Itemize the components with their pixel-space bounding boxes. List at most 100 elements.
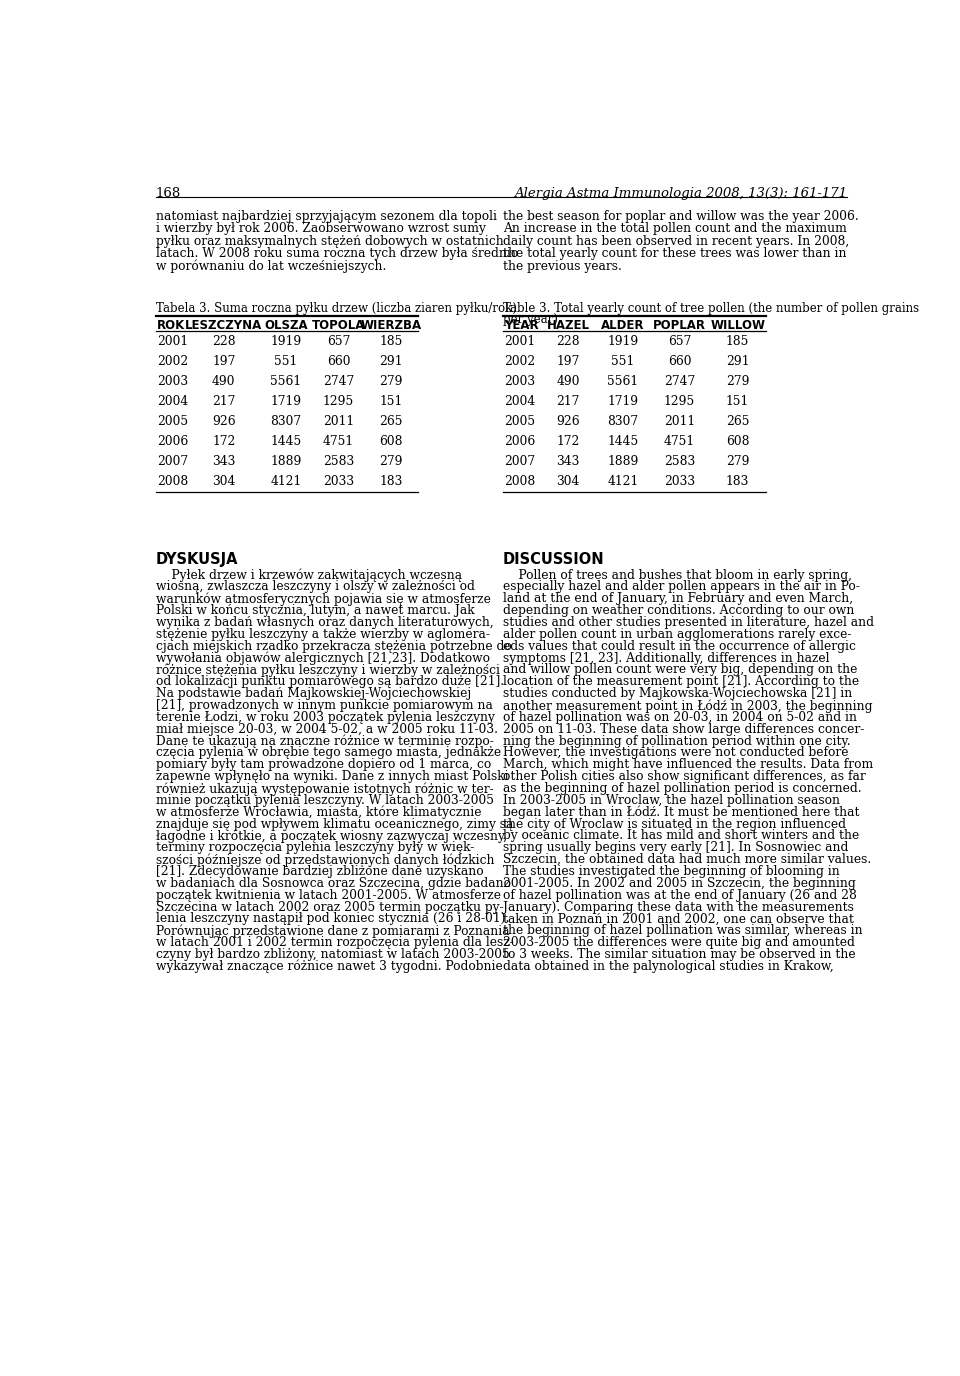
Text: 2747: 2747 bbox=[323, 376, 354, 388]
Text: Pollen of trees and bushes that bloom in early spring,: Pollen of trees and bushes that bloom in… bbox=[503, 568, 852, 582]
Text: 1889: 1889 bbox=[608, 455, 638, 468]
Text: studies and other studies presented in literature, hazel and: studies and other studies presented in l… bbox=[503, 616, 874, 629]
Text: w porównaniu do lat wcześniejszych.: w porównaniu do lat wcześniejszych. bbox=[156, 260, 386, 274]
Text: An increase in the total pollen count and the maximum: An increase in the total pollen count an… bbox=[503, 223, 847, 235]
Text: różnice stężenia pyłku leszczyny i wierzby w zależności: różnice stężenia pyłku leszczyny i wierz… bbox=[156, 663, 499, 677]
Text: 2007: 2007 bbox=[504, 455, 536, 468]
Text: 2007: 2007 bbox=[157, 455, 188, 468]
Text: 1295: 1295 bbox=[323, 395, 354, 409]
Text: per year): per year) bbox=[503, 312, 558, 326]
Text: 265: 265 bbox=[726, 416, 750, 428]
Text: 2583: 2583 bbox=[664, 455, 695, 468]
Text: 4121: 4121 bbox=[270, 476, 301, 488]
Text: In 2003-2005 in Wroclaw, the hazel pollination season: In 2003-2005 in Wroclaw, the hazel polli… bbox=[503, 794, 840, 806]
Text: wywołania objawów alergicznych [21,23]. Dodatkowo: wywołania objawów alergicznych [21,23]. … bbox=[156, 652, 490, 665]
Text: terenie Łodzi, w roku 2003 początek pylenia leszczyny: terenie Łodzi, w roku 2003 początek pyle… bbox=[156, 711, 494, 724]
Text: 2747: 2747 bbox=[664, 376, 695, 388]
Text: 172: 172 bbox=[556, 435, 580, 449]
Text: HAZEL: HAZEL bbox=[546, 319, 589, 332]
Text: The studies investigated the beginning of blooming in: The studies investigated the beginning o… bbox=[503, 866, 840, 878]
Text: początek kwitnienia w latach 2001-2005. W atmosferze: początek kwitnienia w latach 2001-2005. … bbox=[156, 889, 501, 901]
Text: 8307: 8307 bbox=[608, 416, 638, 428]
Text: ROK: ROK bbox=[157, 319, 185, 332]
Text: 5561: 5561 bbox=[608, 376, 638, 388]
Text: WIERZBA: WIERZBA bbox=[361, 319, 421, 332]
Text: 551: 551 bbox=[612, 355, 635, 369]
Text: latach. W 2008 roku suma roczna tych drzew była średnio: latach. W 2008 roku suma roczna tych drz… bbox=[156, 248, 517, 260]
Text: 490: 490 bbox=[556, 376, 580, 388]
Text: 304: 304 bbox=[212, 476, 235, 488]
Text: częcia pylenia w obrębie tego samego miasta, jednakże: częcia pylenia w obrębie tego samego mia… bbox=[156, 746, 501, 760]
Text: 183: 183 bbox=[379, 476, 403, 488]
Text: the total yearly count for these trees was lower than in: the total yearly count for these trees w… bbox=[503, 248, 847, 260]
Text: 291: 291 bbox=[379, 355, 403, 369]
Text: terminy rozpoczęcia pylenia leszczyny były w więk-: terminy rozpoczęcia pylenia leszczyny by… bbox=[156, 841, 474, 854]
Text: 279: 279 bbox=[379, 455, 403, 468]
Text: January). Comparing these data with the measurements: January). Comparing these data with the … bbox=[503, 901, 853, 914]
Text: 168: 168 bbox=[156, 187, 180, 200]
Text: 183: 183 bbox=[726, 476, 750, 488]
Text: 172: 172 bbox=[212, 435, 235, 449]
Text: 4751: 4751 bbox=[323, 435, 354, 449]
Text: pyłku oraz maksymalnych stężeń dobowych w ostatnich: pyłku oraz maksymalnych stężeń dobowych … bbox=[156, 235, 503, 248]
Text: Pyłek drzew i krzewów zakwitających wczesną: Pyłek drzew i krzewów zakwitających wcze… bbox=[156, 568, 462, 582]
Text: 151: 151 bbox=[379, 395, 403, 409]
Text: 2011: 2011 bbox=[664, 416, 695, 428]
Text: 660: 660 bbox=[668, 355, 691, 369]
Text: LESZCZYNA: LESZCZYNA bbox=[185, 319, 262, 332]
Text: w latach 2001 i 2002 termin rozpoczęcia pylenia dla lesz-: w latach 2001 i 2002 termin rozpoczęcia … bbox=[156, 936, 514, 949]
Text: 217: 217 bbox=[556, 395, 580, 409]
Text: miał miejsce 20-03, w 2004 5-02, a w 2005 roku 11-03.: miał miejsce 20-03, w 2004 5-02, a w 200… bbox=[156, 722, 497, 736]
Text: Table 3. Total yearly count of tree pollen (the number of pollen grains: Table 3. Total yearly count of tree poll… bbox=[503, 303, 919, 315]
Text: 151: 151 bbox=[726, 395, 750, 409]
Text: 926: 926 bbox=[556, 416, 580, 428]
Text: 197: 197 bbox=[556, 355, 580, 369]
Text: w badaniach dla Sosnowca oraz Szczecina, gdzie badano: w badaniach dla Sosnowca oraz Szczecina,… bbox=[156, 877, 511, 890]
Text: 2003: 2003 bbox=[157, 376, 188, 388]
Text: 551: 551 bbox=[275, 355, 298, 369]
Text: 8307: 8307 bbox=[271, 416, 301, 428]
Text: land at the end of January, in February and even March,: land at the end of January, in February … bbox=[503, 592, 853, 605]
Text: of hazel pollination was on 20-03, in 2004 on 5-02 and in: of hazel pollination was on 20-03, in 20… bbox=[503, 711, 857, 724]
Text: DYSKUSJA: DYSKUSJA bbox=[156, 552, 238, 567]
Text: 2583: 2583 bbox=[323, 455, 354, 468]
Text: alder pollen count in urban agglomerations rarely exce-: alder pollen count in urban agglomeratio… bbox=[503, 627, 852, 641]
Text: stężenie pyłku leszczyny a także wierzby w aglomera-: stężenie pyłku leszczyny a także wierzby… bbox=[156, 627, 490, 641]
Text: warunków atmosferycznych pojawia się w atmosferze: warunków atmosferycznych pojawia się w a… bbox=[156, 592, 491, 605]
Text: 228: 228 bbox=[212, 336, 235, 348]
Text: 2005: 2005 bbox=[157, 416, 188, 428]
Text: 265: 265 bbox=[379, 416, 403, 428]
Text: 2006: 2006 bbox=[157, 435, 188, 449]
Text: to 3 weeks. The similar situation may be observed in the: to 3 weeks. The similar situation may be… bbox=[503, 948, 855, 960]
Text: 217: 217 bbox=[212, 395, 235, 409]
Text: 343: 343 bbox=[556, 455, 580, 468]
Text: 657: 657 bbox=[668, 336, 691, 348]
Text: ning the beginning of pollination period within one city.: ning the beginning of pollination period… bbox=[503, 735, 851, 747]
Text: especially hazel and alder pollen appears in the air in Po-: especially hazel and alder pollen appear… bbox=[503, 581, 860, 593]
Text: 1295: 1295 bbox=[664, 395, 695, 409]
Text: 660: 660 bbox=[326, 355, 350, 369]
Text: POPLAR: POPLAR bbox=[653, 319, 706, 332]
Text: 228: 228 bbox=[556, 336, 580, 348]
Text: 608: 608 bbox=[726, 435, 750, 449]
Text: data obtained in the palynological studies in Krakow,: data obtained in the palynological studi… bbox=[503, 960, 833, 973]
Text: również ukazują występowanie istotnych różnic w ter-: również ukazują występowanie istotnych r… bbox=[156, 782, 493, 795]
Text: 279: 279 bbox=[726, 455, 750, 468]
Text: 2002: 2002 bbox=[504, 355, 536, 369]
Text: znajduje się pod wpływem klimatu oceanicznego, zimy są: znajduje się pod wpływem klimatu oceanic… bbox=[156, 817, 513, 831]
Text: eds values that could result in the occurrence of allergic: eds values that could result in the occu… bbox=[503, 640, 855, 652]
Text: location of the measurement point [21]. According to the: location of the measurement point [21]. … bbox=[503, 676, 859, 688]
Text: i wierzby był rok 2006. Zaobserwowano wzrost sumy: i wierzby był rok 2006. Zaobserwowano wz… bbox=[156, 223, 486, 235]
Text: 2003-2005 the differences were quite big and amounted: 2003-2005 the differences were quite big… bbox=[503, 936, 854, 949]
Text: the previous years.: the previous years. bbox=[503, 260, 622, 272]
Text: the city of Wroclaw is situated in the region influenced: the city of Wroclaw is situated in the r… bbox=[503, 817, 846, 831]
Text: spring usually begins very early [21]. In Sosnowiec and: spring usually begins very early [21]. I… bbox=[503, 841, 849, 854]
Text: Szczecina w latach 2002 oraz 2005 termin początku py-: Szczecina w latach 2002 oraz 2005 termin… bbox=[156, 901, 503, 914]
Text: 2033: 2033 bbox=[664, 476, 695, 488]
Text: 2002: 2002 bbox=[157, 355, 188, 369]
Text: another measurement point in Łódź in 2003, the beginning: another measurement point in Łódź in 200… bbox=[503, 699, 873, 713]
Text: WILLOW: WILLOW bbox=[710, 319, 765, 332]
Text: 608: 608 bbox=[379, 435, 403, 449]
Text: wykazywał znaczące różnice nawet 3 tygodni. Podobnie: wykazywał znaczące różnice nawet 3 tygod… bbox=[156, 960, 502, 973]
Text: 2005 on 11-03. These data show large differences concer-: 2005 on 11-03. These data show large dif… bbox=[503, 722, 864, 736]
